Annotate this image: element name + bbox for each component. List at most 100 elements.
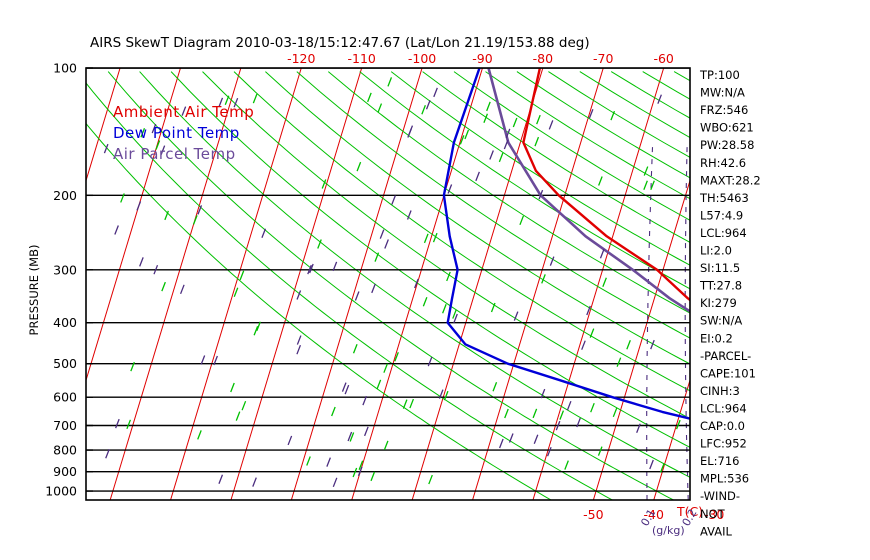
dry-adiabat-line (327, 71, 690, 314)
mixing-ratio-line (776, 143, 795, 501)
wind-barb-mark (581, 340, 586, 350)
wind-barb-mark (233, 287, 239, 297)
wind-barb-mark (179, 284, 185, 295)
wind-barb-mark (446, 271, 451, 282)
pressure-axis-label: PRESSURE (MB) (27, 245, 41, 336)
wind-barb-mark (347, 431, 353, 442)
sidebar-index-item: KI:279 (700, 296, 737, 310)
pressure-tick-label: 500 (53, 356, 77, 371)
bottom-temp-tick-label: -40 (644, 507, 664, 522)
mixing-ratio-line (864, 143, 870, 501)
wind-barb-mark (224, 95, 230, 105)
wind-barb-mark (197, 430, 202, 440)
wind-barb-mark (432, 232, 438, 243)
top-temp-tick-label: -80 (533, 51, 553, 66)
isotherm-line (653, 378, 690, 500)
wind-barb-mark (590, 402, 595, 413)
isotherm-line (86, 68, 121, 183)
wind-barb-mark (383, 363, 389, 373)
wind-barb-mark (612, 407, 618, 418)
wind-barb-mark (326, 457, 331, 467)
sidebar-index-item: MAXT:28.2 (700, 173, 761, 187)
wind-barb-mark (599, 249, 605, 259)
wind-barb-mark (427, 356, 433, 367)
wind-barb-mark (362, 395, 368, 406)
legend-parcel-label: Air Parcel Temp (113, 145, 236, 163)
wind-barb-mark (383, 440, 389, 451)
wind-barb-mark (459, 135, 465, 145)
sounding-curve-parcel (487, 68, 690, 313)
wind-barb-mark (555, 420, 561, 431)
wind-barb-mark (160, 145, 166, 155)
pressure-tick-label: 100 (53, 61, 77, 76)
wind-barb-mark (559, 410, 565, 420)
mixing-ratio-line (801, 143, 826, 501)
wind-barb-mark (155, 140, 161, 150)
wind-barb-mark (425, 100, 431, 110)
wind-barb-mark (384, 239, 389, 249)
wind-barb-mark (597, 446, 603, 456)
wind-barb-mark (538, 189, 544, 200)
plot-frame (85, 67, 691, 501)
wind-barb-mark (332, 261, 338, 272)
wind-barb-mark (447, 184, 453, 194)
top-temp-tick-label: -60 (653, 51, 673, 66)
pressure-tick-label: 1000 (45, 484, 77, 499)
wind-barb-mark (443, 390, 449, 401)
wind-barb-mark (421, 105, 426, 115)
sidebar-index-item: L57:4.9 (700, 208, 743, 222)
legend-ambient-label: Ambient Air Temp (113, 103, 254, 121)
wind-barb-mark (498, 152, 504, 163)
dry-adiabat-line (170, 71, 690, 448)
wind-barb-mark (519, 215, 525, 226)
wind-barb-mark (296, 344, 302, 355)
wind-barb-mark (374, 252, 380, 262)
isotherm-line (532, 68, 665, 500)
pressure-tick-label: 600 (53, 390, 77, 405)
wind-barb-mark (423, 233, 429, 244)
pressure-tick-label: 800 (53, 443, 77, 458)
temp-axis-unit-label: T(C) (676, 504, 703, 519)
wind-barb-mark (636, 423, 641, 433)
wind-barb-mark (650, 339, 655, 350)
wind-barb-mark (394, 352, 399, 362)
sidebar-index-item: SI:11.5 (700, 261, 740, 275)
wind-barb-mark (406, 210, 412, 220)
wind-barb-mark (306, 456, 311, 466)
sidebar-index-item: RH:42.6 (700, 156, 746, 170)
wind-barb-mark (379, 229, 385, 239)
plot-grid-group (86, 68, 870, 501)
sidebar-index-item: PW:28.58 (700, 138, 754, 152)
wind-barb-mark (344, 384, 350, 395)
wind-barb-mark (331, 406, 336, 417)
wind-barb-mark (181, 106, 187, 116)
wind-barb-mark (213, 355, 218, 366)
wind-barb-mark (643, 180, 648, 190)
wind-barb-mark (452, 309, 457, 319)
wind-barb-mark (402, 399, 408, 409)
dry-adiabat-line (86, 122, 552, 500)
wind-barb-mark (602, 277, 607, 287)
page-title: AIRS SkewT Diagram 2010-03-18/15:12:47.6… (90, 35, 590, 51)
sidebar-parcel-item: CAP:0.0 (700, 419, 745, 433)
wind-barb-mark (492, 382, 498, 392)
wind-barb-mark (376, 379, 382, 390)
isotherm-line (835, 68, 870, 500)
wind-barb-mark (505, 128, 511, 139)
dry-adiabat-line (265, 71, 690, 365)
isotherm-line (290, 68, 423, 500)
wind-barb-mark (576, 417, 581, 428)
wind-barb-mark (357, 466, 363, 477)
dry-adiabat-line (202, 71, 690, 420)
sidebar-parcel-item: EL:716 (700, 454, 740, 468)
sidebar-index-item: EI:0.2 (700, 331, 733, 345)
wind-barb-mark (352, 467, 358, 478)
wind-barb-mark (508, 433, 514, 443)
wind-barb-mark (256, 321, 261, 331)
sidebar-index-item: LCL:964 (700, 226, 747, 240)
wind-barb-mark (352, 343, 358, 354)
dry-adiabat-line (390, 71, 690, 266)
wind-barb-mark (197, 205, 203, 215)
wind-barb-mark (261, 228, 267, 239)
